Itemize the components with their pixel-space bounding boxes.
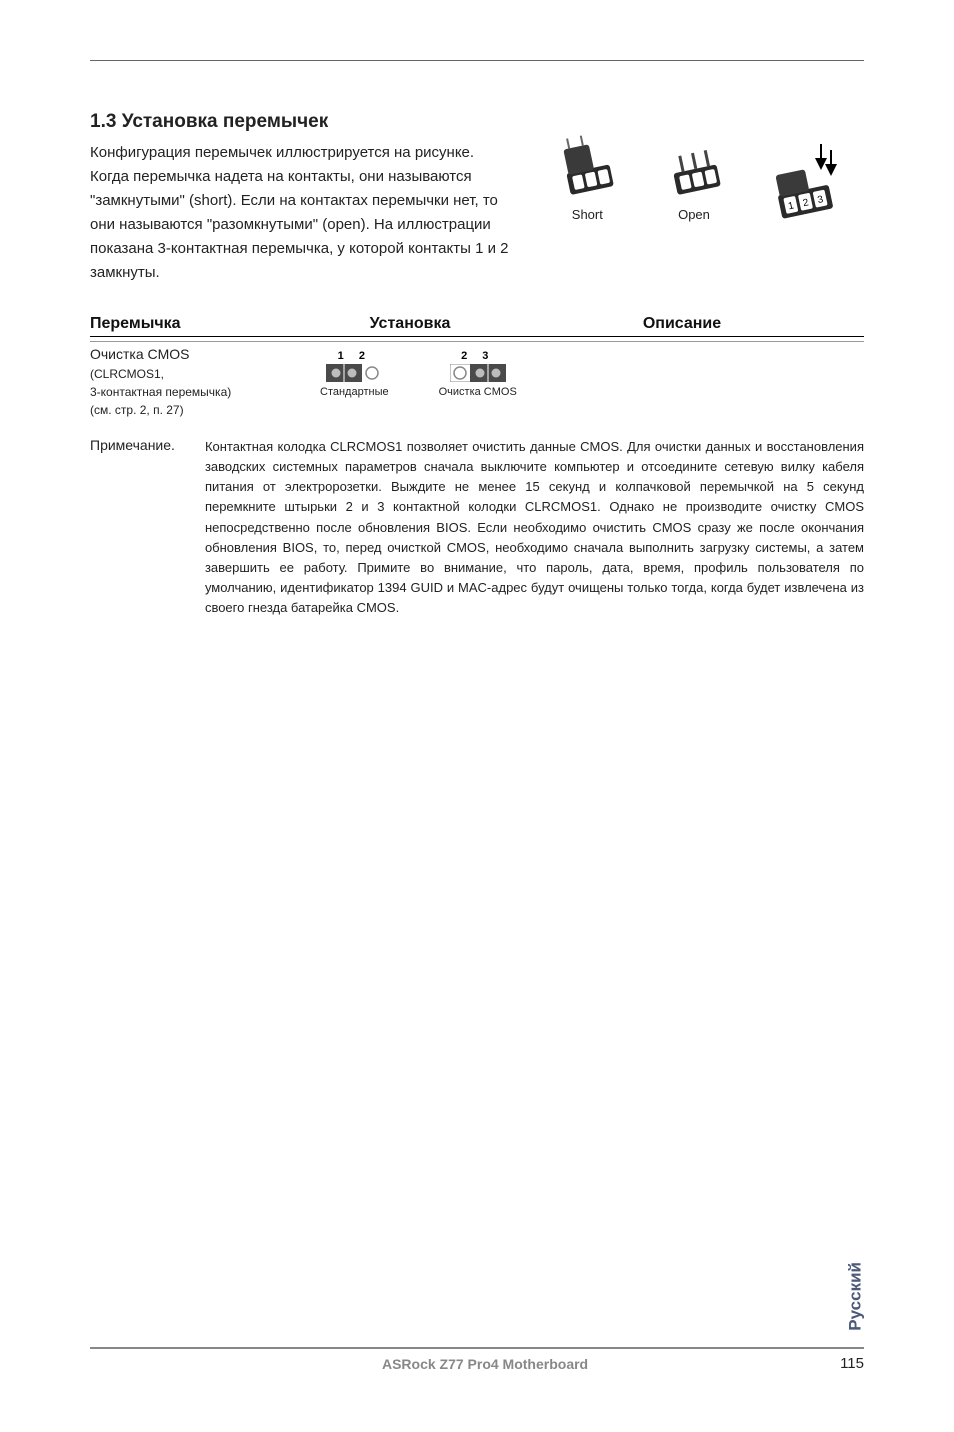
jumper-default-icon — [326, 364, 382, 382]
jumper-name-cell: Очистка CMOS (CLRCMOS1, 3-контактная пер… — [90, 344, 320, 419]
note-body: Контактная колодка CLRCMOS1 позволяет оч… — [205, 437, 864, 618]
page-footer: ASRock Z77 Pro4 Motherboard 115 — [90, 1347, 864, 1372]
numbered-jumper-icon: 1 2 3 — [771, 142, 841, 222]
page-number: 115 — [840, 1355, 864, 1372]
row-line1: Очистка CMOS — [90, 344, 320, 365]
jumper-default-nums: 1 2 — [338, 350, 371, 362]
section-heading: 1.3 Установка перемычек — [90, 111, 514, 133]
jumper-default: 1 2 Стандартные — [320, 350, 389, 398]
table-row: Очистка CMOS (CLRCMOS1, 3-контактная пер… — [90, 341, 864, 419]
intro-text: Конфигурация перемычек иллюстрируется на… — [90, 141, 514, 285]
jumper-default-caption: Стандартные — [320, 386, 389, 398]
jumper-clear-nums: 2 3 — [461, 350, 494, 362]
table-header: Перемычка Установка Описание — [90, 315, 864, 337]
top-rule — [90, 60, 864, 61]
row-line2: (CLRCMOS1, — [90, 365, 320, 383]
open-jumper-icon — [664, 121, 724, 201]
jumper-clear: 2 3 Очистка CMOS — [439, 350, 517, 398]
th-jumper: Перемычка — [90, 315, 320, 333]
note-block: Примечание. Контактная колодка CLRCMOS1 … — [90, 437, 864, 618]
short-jumper-icon — [557, 121, 617, 201]
th-setting: Установка — [320, 315, 500, 333]
short-label: Short — [572, 207, 603, 222]
note-label: Примечание. — [90, 437, 175, 618]
jumper-clear-icon — [450, 364, 506, 382]
th-desc: Описание — [500, 315, 864, 333]
footer-title: ASRock Z77 Pro4 Motherboard — [382, 1356, 588, 1372]
language-side-label: Русский — [846, 1262, 866, 1331]
footer-rule — [90, 1347, 864, 1349]
row-line3: 3-контактная перемычка) — [90, 383, 320, 401]
row-line4: (см. стр. 2, п. 27) — [90, 401, 320, 419]
jumper-diagram: Short Open — [534, 111, 864, 285]
jumper-clear-caption: Очистка CMOS — [439, 386, 517, 398]
open-label: Open — [678, 207, 710, 222]
